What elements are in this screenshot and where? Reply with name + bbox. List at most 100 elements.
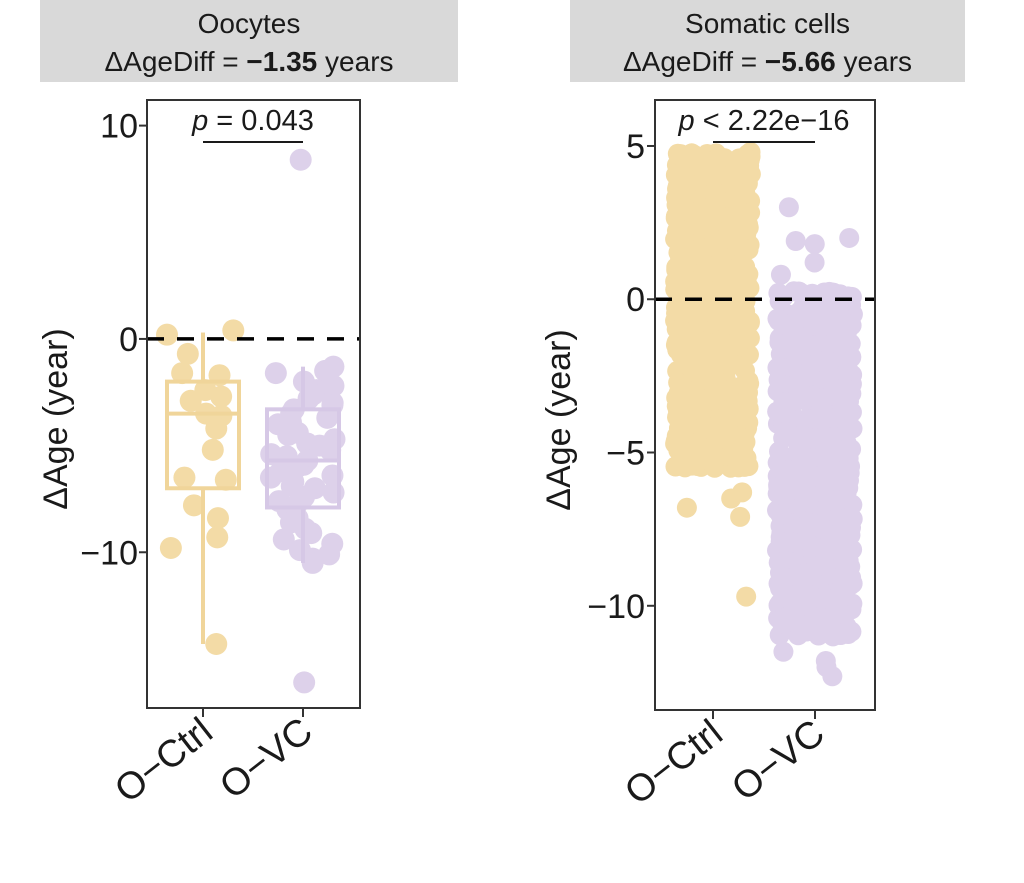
data-point <box>808 449 829 470</box>
y-tick-label: 0 <box>119 321 138 359</box>
data-point <box>707 446 728 467</box>
subtitle-prefix: ΔAgeDiff = <box>104 46 246 77</box>
data-point <box>735 291 756 312</box>
data-point <box>840 456 861 477</box>
data-point <box>680 354 701 375</box>
data-point <box>680 336 701 357</box>
data-point <box>785 231 806 252</box>
panel-subtitle: ΔAgeDiff = −5.66 years <box>623 46 912 77</box>
y-axis-label: ΔAge (year) <box>540 329 578 510</box>
data-point <box>666 257 687 278</box>
data-point <box>721 488 742 509</box>
data-point <box>804 315 825 336</box>
box-plot <box>165 332 241 644</box>
data-point <box>776 607 797 628</box>
p-symbol: p <box>191 105 208 137</box>
data-point <box>810 351 831 372</box>
data-point <box>300 522 323 545</box>
panel-header <box>570 0 965 82</box>
data-point <box>769 441 790 462</box>
data-point <box>803 386 824 407</box>
data-point <box>729 432 750 453</box>
x-tick-label: O−VC <box>724 712 832 809</box>
data-point <box>673 447 694 468</box>
p-symbol: p <box>678 105 695 137</box>
data-point <box>723 206 744 227</box>
data-point <box>827 540 848 561</box>
data-point <box>783 425 804 446</box>
panel-subtitle: ΔAgeDiff = −1.35 years <box>104 46 393 77</box>
data-point <box>839 317 860 338</box>
data-point <box>179 389 202 412</box>
p-value-text: = 0.043 <box>208 105 314 137</box>
subtitle-prefix: ΔAgeDiff = <box>623 46 765 77</box>
data-point <box>682 400 703 421</box>
data-point <box>821 608 842 629</box>
plot-frame <box>146 99 361 709</box>
data-point <box>205 633 228 655</box>
data-point <box>735 183 756 204</box>
data-point <box>316 406 339 429</box>
data-point <box>679 201 700 222</box>
data-points <box>156 148 346 694</box>
data-point <box>807 587 828 608</box>
data-point <box>839 517 860 538</box>
data-point <box>719 222 740 243</box>
data-point <box>697 421 718 442</box>
data-point <box>697 333 718 354</box>
data-point <box>210 385 233 408</box>
data-point <box>841 621 862 642</box>
data-point <box>668 372 689 393</box>
data-point <box>665 229 686 250</box>
p-value-label: p < 2.22e−16 <box>678 105 850 137</box>
panel-title: Somatic cells <box>685 8 850 39</box>
data-point <box>319 438 342 461</box>
data-point <box>289 148 312 171</box>
y-axis-label: ΔAge (year) <box>37 328 75 509</box>
box-plot <box>265 366 341 563</box>
data-point <box>676 497 697 518</box>
data-point <box>322 481 345 504</box>
x-tick-label: O−Ctrl <box>107 710 220 811</box>
data-point <box>730 506 751 527</box>
data-point <box>707 236 728 257</box>
p-value-label: p = 0.043 <box>191 105 314 137</box>
data-point <box>259 466 282 489</box>
y-tick-label: −10 <box>80 534 138 572</box>
data-point <box>830 567 851 588</box>
plot-frame <box>654 99 876 711</box>
data-point <box>773 641 794 662</box>
data-point <box>728 333 749 354</box>
p-value-text: < 2.22e−16 <box>695 105 850 137</box>
data-point <box>839 227 860 248</box>
data-point <box>301 551 324 574</box>
data-point <box>802 428 823 449</box>
data-point <box>173 466 196 489</box>
data-point <box>794 563 815 584</box>
data-point <box>739 150 760 171</box>
data-point <box>322 374 345 397</box>
data-point <box>694 275 715 296</box>
data-point <box>821 385 842 406</box>
data-point <box>673 428 694 449</box>
data-point <box>821 434 842 455</box>
data-point <box>738 456 759 477</box>
data-point <box>770 531 791 552</box>
data-point <box>206 526 229 549</box>
panel-title: Oocytes <box>198 8 301 39</box>
data-point <box>739 373 760 394</box>
data-point <box>770 504 791 525</box>
data-point <box>770 264 791 285</box>
data-point <box>715 271 736 292</box>
data-point <box>698 153 719 174</box>
data-point <box>159 537 182 559</box>
data-point <box>673 148 694 169</box>
data-point <box>205 417 228 440</box>
data-point <box>802 335 823 356</box>
data-points <box>665 142 863 687</box>
data-point <box>156 323 179 346</box>
data-point <box>698 200 719 221</box>
data-point <box>222 319 245 342</box>
data-point <box>214 468 237 491</box>
